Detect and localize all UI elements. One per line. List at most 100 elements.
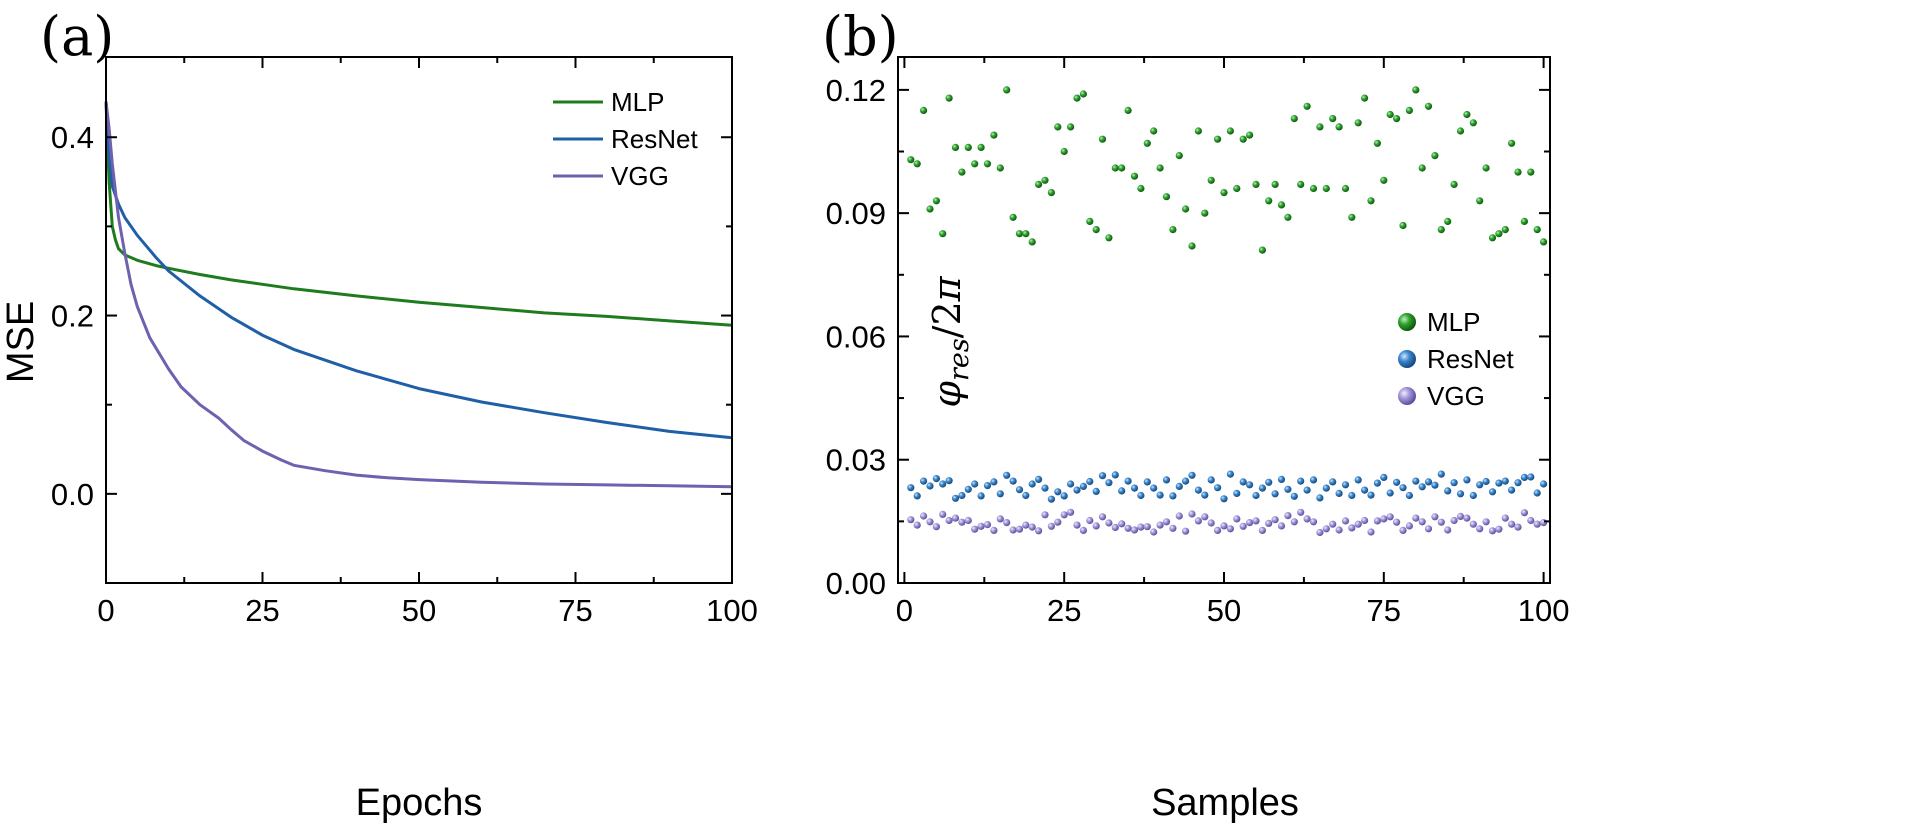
point-vgg (1373, 517, 1381, 525)
point-mlp (1348, 213, 1356, 221)
point-mlp (1156, 164, 1164, 172)
point-mlp (1341, 184, 1350, 193)
point-resnet (1118, 487, 1126, 495)
point-resnet (1437, 470, 1445, 478)
point-resnet (1322, 484, 1330, 492)
point-mlp (1393, 115, 1401, 123)
point-mlp (1220, 189, 1228, 197)
point-resnet (907, 484, 915, 492)
legend-label-resnet: ResNet (611, 124, 698, 154)
legend-label-resnet: ResNet (1427, 344, 1514, 374)
point-vgg (1469, 520, 1477, 528)
point-mlp (1463, 110, 1471, 119)
point-vgg (1067, 508, 1075, 516)
point-resnet (977, 492, 985, 500)
point-vgg (1022, 521, 1030, 529)
point-resnet (1009, 477, 1017, 485)
point-mlp (1175, 152, 1183, 160)
point-resnet (1150, 484, 1158, 492)
point-vgg (1322, 525, 1330, 533)
point-mlp (913, 160, 921, 168)
point-resnet (1252, 491, 1260, 500)
point-mlp (1444, 217, 1452, 225)
point-resnet (1182, 477, 1190, 485)
point-resnet (1092, 487, 1100, 495)
point-vgg (1399, 526, 1407, 535)
point-resnet (971, 480, 979, 488)
point-vgg (1207, 519, 1215, 527)
point-resnet (1431, 481, 1439, 489)
point-vgg (1169, 524, 1177, 532)
point-resnet (1424, 478, 1433, 486)
point-vgg (1086, 516, 1094, 525)
point-vgg (1137, 523, 1145, 531)
point-vgg (1354, 520, 1362, 528)
point-resnet (964, 485, 972, 493)
point-vgg (1252, 517, 1260, 525)
point-resnet (913, 492, 921, 500)
panel-b-label: (b) (822, 5, 899, 68)
point-vgg (1444, 526, 1452, 534)
x-tick-label: 75 (558, 593, 592, 628)
point-resnet (1290, 492, 1298, 500)
point-mlp (1412, 86, 1420, 94)
point-resnet (1022, 491, 1030, 500)
y-tick-label: 0.2 (51, 299, 94, 334)
point-resnet (1277, 475, 1286, 483)
point-mlp (1086, 217, 1094, 225)
point-vgg (1450, 516, 1458, 525)
point-vgg (913, 521, 921, 529)
panel-b-xlabel: Samples (1151, 782, 1299, 824)
x-tick-label: 75 (1367, 593, 1401, 628)
panel-a-axes: 0 25 50 75 100 0.0 0.2 0.4 (51, 56, 758, 628)
point-vgg (1367, 528, 1375, 536)
point-mlp (1073, 94, 1081, 102)
point-mlp (977, 143, 985, 151)
point-resnet (1418, 483, 1426, 491)
point-resnet (1501, 477, 1509, 485)
panel-b-scatter-chart: (b) 0 25 50 75 100 0.00 0.03 0.06 0.09 0.12 MLP Re… (822, 5, 1569, 824)
panel-a-ylabel: MSE (0, 301, 42, 383)
point-vgg (1105, 519, 1113, 527)
point-vgg (1316, 528, 1324, 537)
point-mlp (1488, 234, 1497, 242)
point-resnet (1047, 495, 1055, 503)
point-resnet (1156, 491, 1164, 499)
point-resnet (1348, 491, 1356, 500)
point-resnet (983, 482, 992, 490)
point-vgg (1341, 517, 1350, 525)
point-resnet (1143, 478, 1151, 486)
point-mlp (1354, 119, 1362, 127)
point-mlp (1092, 226, 1100, 234)
point-mlp (1252, 180, 1260, 188)
point-resnet (1335, 489, 1343, 497)
point-vgg (1047, 522, 1055, 530)
point-resnet (1188, 471, 1196, 479)
point-mlp (1130, 172, 1139, 180)
point-mlp (1015, 230, 1024, 238)
panel-a-label: (a) (40, 5, 114, 68)
point-vgg (1054, 518, 1062, 526)
panel-b-ylabel: φres/2π (925, 275, 975, 407)
point-mlp (1469, 119, 1477, 127)
point-vgg (1514, 523, 1522, 531)
point-resnet (1054, 488, 1062, 496)
point-mlp (1482, 164, 1490, 172)
point-resnet (1124, 477, 1132, 485)
point-vgg (1175, 512, 1183, 520)
point-resnet (1476, 481, 1484, 489)
point-resnet (1284, 485, 1292, 493)
point-resnet (1495, 479, 1503, 487)
point-vgg (996, 515, 1004, 523)
point-mlp (958, 168, 966, 176)
point-mlp (1303, 102, 1311, 110)
point-vgg (939, 510, 947, 518)
series-points-resnet (907, 470, 1548, 503)
point-mlp (1367, 197, 1375, 205)
point-vgg (1271, 516, 1279, 524)
point-mlp (1335, 123, 1343, 131)
point-vgg (1003, 519, 1011, 527)
point-vgg (1162, 518, 1171, 526)
point-mlp (1309, 184, 1318, 193)
point-mlp (1456, 127, 1465, 135)
